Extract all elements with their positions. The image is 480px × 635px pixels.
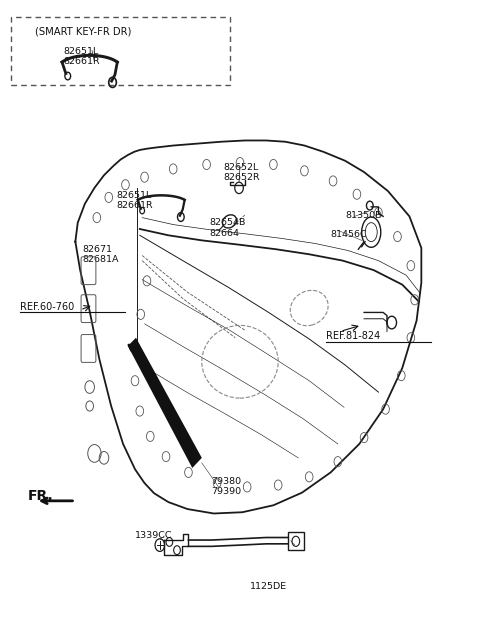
Text: FR.: FR. <box>28 490 53 504</box>
Text: 1339CC: 1339CC <box>135 531 172 540</box>
Text: 82651L
82661R: 82651L 82661R <box>63 47 100 66</box>
Text: 79380
79390: 79380 79390 <box>211 477 241 496</box>
Text: 81350B: 81350B <box>345 211 382 220</box>
Text: (SMART KEY-FR DR): (SMART KEY-FR DR) <box>35 27 131 37</box>
Text: 81456C: 81456C <box>331 231 367 239</box>
Text: 82654B
82664: 82654B 82664 <box>209 218 245 237</box>
Bar <box>11 17 230 85</box>
Text: REF.60-760: REF.60-760 <box>21 302 75 312</box>
Text: 82671
82681A: 82671 82681A <box>83 245 119 264</box>
Polygon shape <box>128 338 202 468</box>
Bar <box>288 533 304 550</box>
Text: 1125DE: 1125DE <box>250 582 287 591</box>
Text: 82652L
82652R: 82652L 82652R <box>223 163 260 182</box>
Text: 82651L
82661R: 82651L 82661R <box>116 191 153 210</box>
Text: REF.81-824: REF.81-824 <box>326 331 380 342</box>
